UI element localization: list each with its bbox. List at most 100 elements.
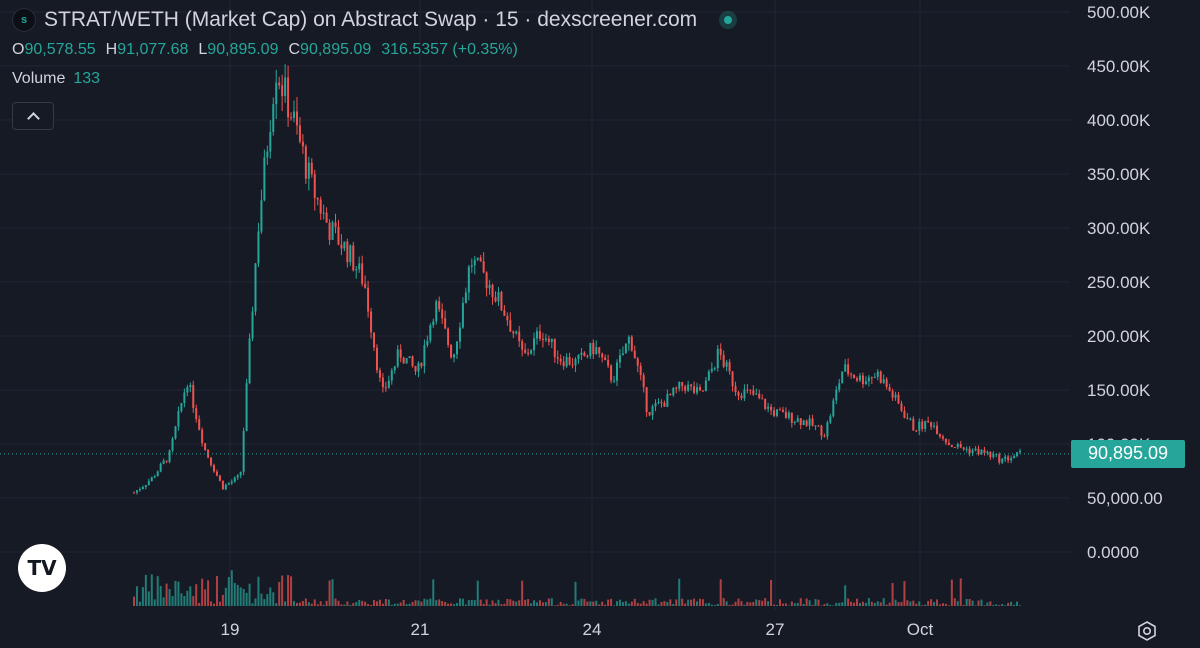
volume-bar [198, 602, 201, 606]
volume-bar [675, 599, 678, 606]
candle-body [873, 376, 876, 378]
collapse-legend-button[interactable] [12, 102, 54, 130]
candle-body [743, 389, 746, 399]
candle-body [941, 436, 944, 439]
volume-bar [574, 581, 577, 606]
candle-body [263, 157, 266, 201]
volume-bar [290, 576, 293, 606]
candle-body [192, 385, 195, 409]
volume-bar [968, 598, 971, 606]
volume-bar [755, 599, 758, 606]
volume-bar [429, 598, 432, 606]
volume-bar [903, 581, 906, 606]
volume-bar [613, 605, 616, 606]
volume-bar [583, 598, 586, 606]
volume-bar [304, 598, 307, 606]
candle-body [601, 353, 604, 358]
candle-body [186, 387, 189, 393]
candle-body [983, 449, 986, 453]
volume-bar [971, 600, 974, 606]
y-axis[interactable]: 500.00K 450.00K 400.00K 350.00K 300.00K 250.0… [1087, 3, 1163, 562]
candle-body [936, 425, 939, 435]
x-axis[interactable]: 19 21 24 27 Oct [221, 620, 934, 639]
volume-bar [811, 604, 814, 606]
tradingview-logo-icon[interactable]: TV [18, 544, 66, 592]
volume-bar [402, 599, 405, 606]
candle-body [693, 386, 696, 393]
candle-body [995, 454, 998, 456]
candle-body [906, 417, 909, 419]
candle-body [322, 212, 325, 214]
volume-bar [343, 604, 346, 606]
candles [133, 64, 1021, 495]
volume-bar [533, 600, 536, 606]
candle-body [847, 364, 850, 375]
candle-body [918, 421, 921, 431]
volume-bar [375, 601, 378, 606]
volume-bar [660, 602, 663, 606]
candle-body [550, 338, 553, 342]
candle-body [832, 400, 835, 417]
candle-body [198, 419, 201, 430]
volume-bar [556, 604, 559, 606]
volume-bar [592, 601, 595, 606]
candle-body [894, 394, 897, 398]
candle-body [432, 321, 435, 326]
volume-bar [497, 599, 500, 606]
volume-bar [897, 602, 900, 606]
volume-bar [995, 604, 998, 606]
volume-bar [153, 599, 156, 606]
candle-body [423, 345, 426, 367]
candle-body [669, 393, 672, 396]
candle-body [224, 484, 227, 490]
candle-body [144, 485, 147, 488]
volume-bar [373, 600, 376, 606]
candle-body [571, 364, 574, 366]
candle-body [482, 261, 485, 273]
candle-body [1019, 450, 1021, 453]
candle-body [722, 354, 725, 367]
candle-body [518, 331, 521, 342]
volume-bar [195, 584, 198, 606]
candle-body [515, 331, 518, 334]
candle-body [524, 349, 527, 353]
y-tick-label: 250.00K [1087, 273, 1151, 292]
candle-body [752, 390, 755, 395]
candle-body [213, 465, 216, 472]
candle-body [731, 371, 734, 387]
candle-body [707, 371, 710, 381]
volume-bar [334, 598, 337, 606]
volume-bar [835, 602, 838, 606]
volume-bar [260, 593, 263, 606]
candle-body [284, 77, 287, 97]
candle-body [636, 358, 639, 366]
volume-bar [355, 602, 358, 606]
y-tick-label: 0.0000 [1087, 543, 1139, 562]
candle-body [364, 283, 367, 288]
change-value: 316.5357 (+0.35%) [381, 41, 518, 58]
candle-body [257, 231, 260, 264]
candle-body [885, 379, 888, 388]
gear-icon[interactable] [1136, 620, 1158, 642]
y-tick-label: 500.00K [1087, 3, 1151, 22]
candle-body [503, 310, 506, 316]
candle-body [698, 387, 701, 391]
volume-bar [882, 598, 885, 606]
volume-bar [844, 585, 847, 606]
volume-bar [204, 589, 207, 606]
candle-body [506, 315, 509, 321]
volume-bar [464, 604, 467, 606]
candle-body [627, 336, 630, 344]
volume-bar [770, 579, 773, 606]
volume-bar [657, 604, 660, 606]
volume-bar [331, 579, 334, 606]
candle-body [968, 448, 971, 454]
volume-bar [512, 600, 515, 606]
volume-bar [998, 605, 1001, 606]
candle-body [654, 403, 657, 407]
candle-body [399, 349, 402, 358]
volume-bar [921, 605, 924, 606]
volume-bar [538, 600, 541, 606]
volume-bar [607, 599, 610, 606]
